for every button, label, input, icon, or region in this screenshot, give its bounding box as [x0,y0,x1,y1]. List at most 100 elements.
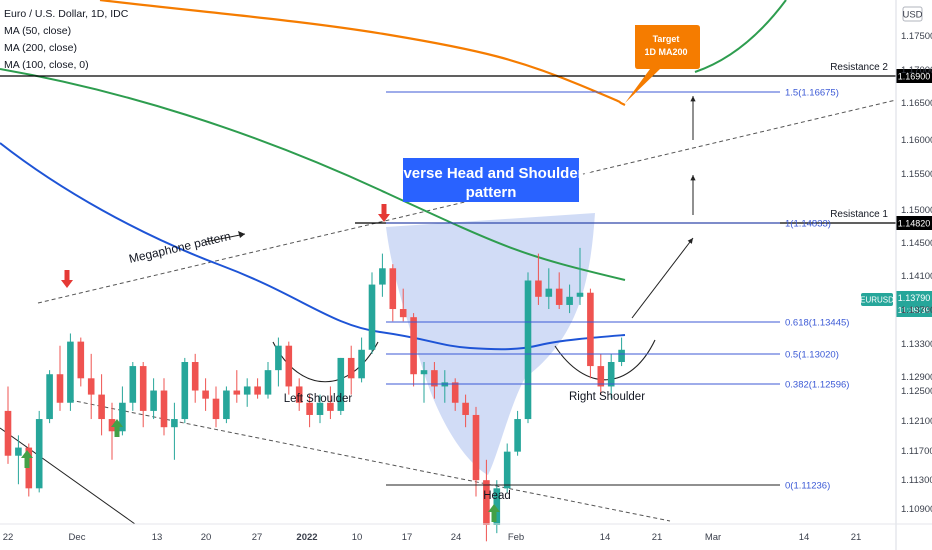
trendline-lower-left [0,427,136,525]
candle-body [545,288,553,297]
countdown-label: 11:39:39 [898,305,931,315]
candle-body [150,390,157,411]
candle-body [264,370,272,395]
candle-body [108,419,116,432]
candle-body [379,268,386,285]
candle-body [399,309,407,318]
left-shoulder-arc [272,341,379,383]
candle [306,394,313,428]
target-label-line2: 1D MA200 [644,47,687,57]
ma200-line [99,0,626,106]
symbol-tag [861,293,893,306]
candle [483,459,490,542]
candle-body [139,366,147,411]
ma100-line [0,68,626,281]
x-tick-label: 24 [451,532,462,543]
pattern-title-line1: Inverse Head and Shoulders [390,165,592,182]
candle [129,362,137,411]
right-shoulder-label: Right Shoulder [569,391,645,403]
indicator-ma100[interactable]: MA (100, close, 0) [4,59,89,71]
candle [223,386,230,424]
candle-body [327,402,334,411]
y-tick-label: 1.13300 [901,339,932,350]
candle-body [212,398,220,420]
candle-body [254,386,261,395]
candle [389,264,397,322]
resistance-price-label: 1.16900 [898,72,931,82]
candle [607,353,615,399]
y-tick-label: 1.12900 [901,372,932,383]
ma-projection-line [694,0,787,73]
candle-body [129,366,137,403]
candle-body [514,419,521,452]
symbol-tag-label: EURUSD [860,296,894,305]
annotations: Inverse Head and ShoulderspatternMegapho… [21,25,700,522]
resistance-price-tag [896,216,932,230]
pattern-shape [386,213,595,475]
y-tick-label: 1.16500 [901,98,932,109]
x-tick-label: Dec [69,532,86,543]
indicator-ma50[interactable]: MA (50, close) [4,25,72,37]
target-bubble [625,25,700,103]
candle [160,378,168,436]
candle-body [223,390,230,420]
candle-body [181,362,189,420]
candle [67,333,74,411]
indicator-ma200[interactable]: MA (200, close) [4,42,77,54]
candle-body [410,317,417,375]
price-levels: Resistance 2 1.16900 Resistance 1 1.14820 1.… [0,62,932,492]
candle [275,337,282,387]
y-tick-label: 1.14100 [901,271,932,282]
candle-body [275,345,282,371]
candle [139,362,147,428]
candle-body [35,419,43,489]
bullish-signal-arrow [111,419,123,437]
candle [254,378,261,399]
symbol-title[interactable]: Euro / U.S. Dollar, 1D, IDC [4,8,129,20]
candle-body [503,451,511,489]
candle-body [56,374,64,403]
fib-label: 0.5(1.13020) [785,350,839,361]
candle-body [576,292,584,297]
candle [545,268,553,310]
y-tick-label: 1.12100 [901,416,932,427]
candle [264,362,272,399]
candle [462,394,469,428]
y-tick-label: 1.17000 [901,65,932,76]
candle-body [587,292,594,367]
pattern-title-box [403,158,579,202]
candle-body [77,341,85,379]
candle [358,337,365,383]
candle [368,272,376,354]
candle-body [472,414,480,481]
candle [576,247,584,305]
x-tick-label: 21 [652,532,663,543]
candle [420,362,428,403]
resistance-label: Resistance 2 [830,62,888,73]
x-tick-label: 17 [402,532,413,543]
candle [597,353,605,395]
fib-label: 0(1.11236) [785,481,830,492]
candle-body [368,284,376,350]
projection-arrow-head [687,238,693,244]
candle-body [46,374,53,420]
y-tick-label: 1.13700 [901,305,932,316]
x-tick-label: Mar [705,532,721,543]
candle [46,370,53,424]
candle [327,386,334,420]
fib-label: 0.382(1.12596) [785,380,849,391]
candle-body [233,390,241,395]
y-tick-label: 1.17500 [901,31,932,42]
candle-body [607,362,615,387]
candle-body [524,280,532,420]
candle-body [316,402,324,415]
right-shoulder-arc [554,339,656,381]
bearish-signal-arrow [61,270,73,288]
megaphone-arrowhead [238,231,245,238]
currency-badge[interactable] [902,6,923,22]
x-tick-label: 27 [252,532,263,543]
y-tick-label: 1.14500 [901,238,932,249]
fib-label: 0.618(1.13445) [785,318,849,329]
candle-body [347,357,355,379]
